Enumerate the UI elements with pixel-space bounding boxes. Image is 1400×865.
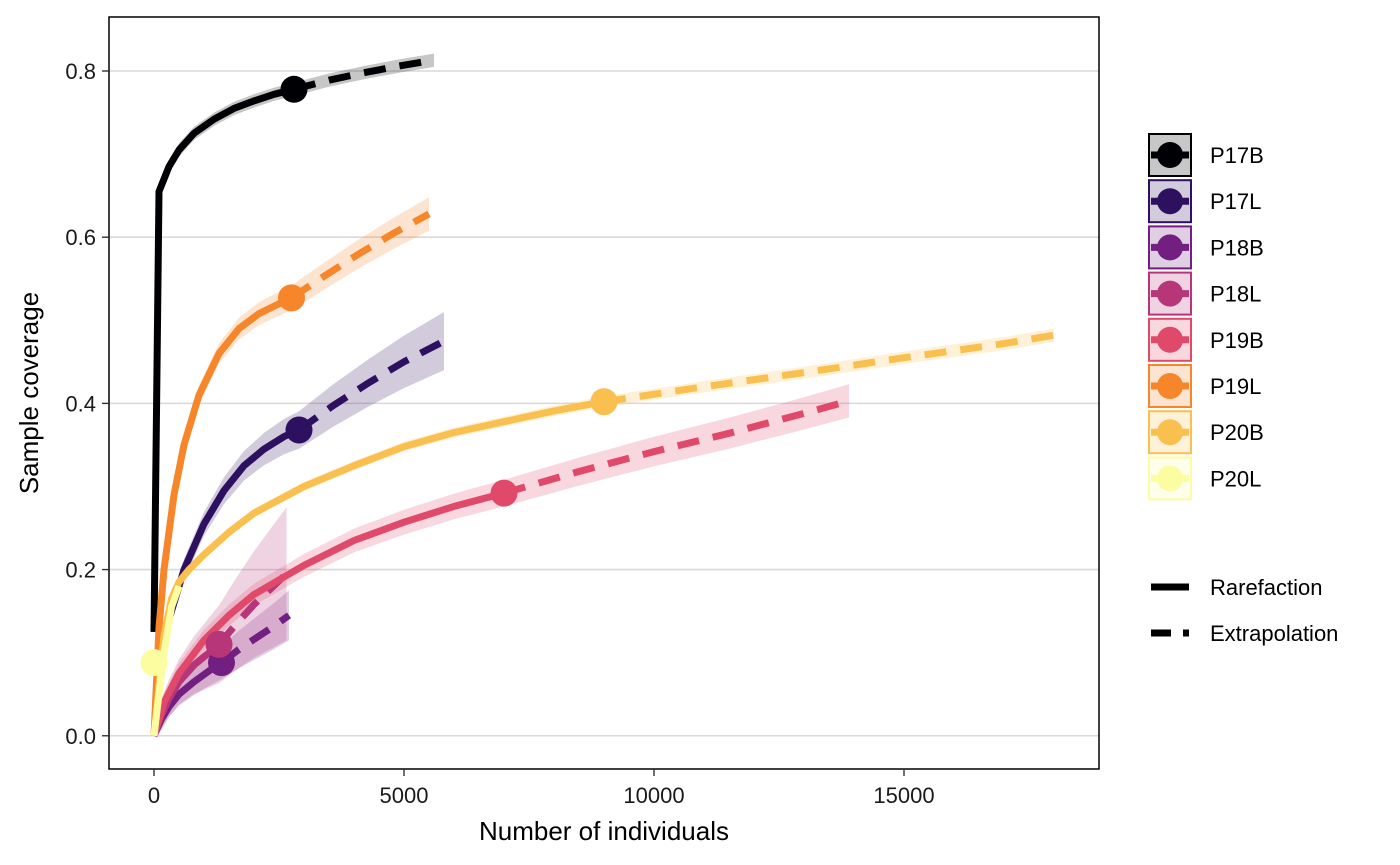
observed-point-p20b: [590, 388, 618, 416]
legend-key-point-p19l: [1157, 373, 1183, 399]
series-legend: P17B P17L P18B P18L P19B P19L P20B P20L: [1148, 133, 1264, 501]
legend-label-p19l: P19L: [1210, 374, 1261, 399]
extrapolation-line-p17l: [296, 337, 446, 433]
rarefaction-line-p19b: [150, 489, 505, 737]
y-axis-title: Sample coverage: [14, 292, 44, 494]
rarefaction-line-p19l: [150, 294, 293, 736]
legend-label-p19b: P19B: [1210, 328, 1264, 353]
observed-point-p19l: [278, 284, 305, 312]
extrapolation-line-p18b: [219, 612, 292, 666]
ci-band-p19b: [154, 384, 849, 736]
extrapolation-line-p20b: [603, 331, 1055, 406]
observed-point-p20l: [140, 649, 168, 677]
legend-label-extrapolation: Extrapolation: [1210, 621, 1338, 646]
legend-key-point-p20l: [1157, 465, 1183, 492]
ci-band-p17l: [154, 312, 444, 736]
series-lines: [150, 56, 1055, 738]
legend-label-p20l: P20L: [1210, 466, 1261, 491]
plot-panel-border: [108, 16, 1100, 770]
legend-key-point-p19b: [1157, 326, 1183, 353]
observed-point-p18l: [205, 630, 233, 658]
legend-key-point-p18b: [1157, 234, 1183, 261]
y-tick-label: 0.8: [65, 59, 96, 84]
legend-label-p17l: P17L: [1210, 189, 1261, 214]
legend-label-p17b: P17B: [1210, 143, 1264, 168]
y-tick-label: 0.4: [65, 391, 96, 416]
rarefaction-line-p20l: [150, 585, 183, 737]
x-axis-ticks: 0 5000 10000 15000: [148, 769, 935, 808]
legend-key-point-p17l: [1157, 188, 1183, 215]
observed-point-p17b: [280, 75, 308, 103]
observed-points: [140, 75, 618, 677]
observed-point-p17l: [285, 416, 313, 444]
extrapolation-line-p19l: [289, 210, 431, 301]
legend-label-p20b: P20B: [1210, 420, 1264, 445]
legend-key-point-p18l: [1157, 280, 1183, 307]
rarefaction-line-p17b: [150, 85, 295, 632]
observed-point-p19b: [490, 479, 518, 507]
legend-label-p18b: P18B: [1210, 235, 1264, 260]
y-tick-label: 0.0: [65, 724, 96, 749]
x-tick-label: 10000: [623, 783, 684, 808]
legend-key-point-p17b: [1157, 142, 1183, 168]
x-axis-title: Number of individuals: [479, 816, 729, 846]
legend-label-p18l: P18L: [1210, 282, 1261, 307]
extrapolation-line-p17b: [293, 56, 435, 93]
extrapolation-line-p19b: [503, 397, 850, 497]
legend-key-point-p20b: [1157, 419, 1183, 446]
y-tick-label: 0.6: [65, 225, 96, 250]
line-type-legend: Rarefaction Extrapolation: [1151, 575, 1338, 646]
x-tick-label: 5000: [380, 783, 429, 808]
x-tick-label: 15000: [873, 783, 934, 808]
y-tick-label: 0.2: [65, 558, 96, 583]
x-tick-label: 0: [148, 783, 160, 808]
y-axis-ticks: 0.0 0.2 0.4 0.6 0.8: [65, 59, 109, 749]
legend-label-rarefaction: Rarefaction: [1210, 575, 1323, 600]
